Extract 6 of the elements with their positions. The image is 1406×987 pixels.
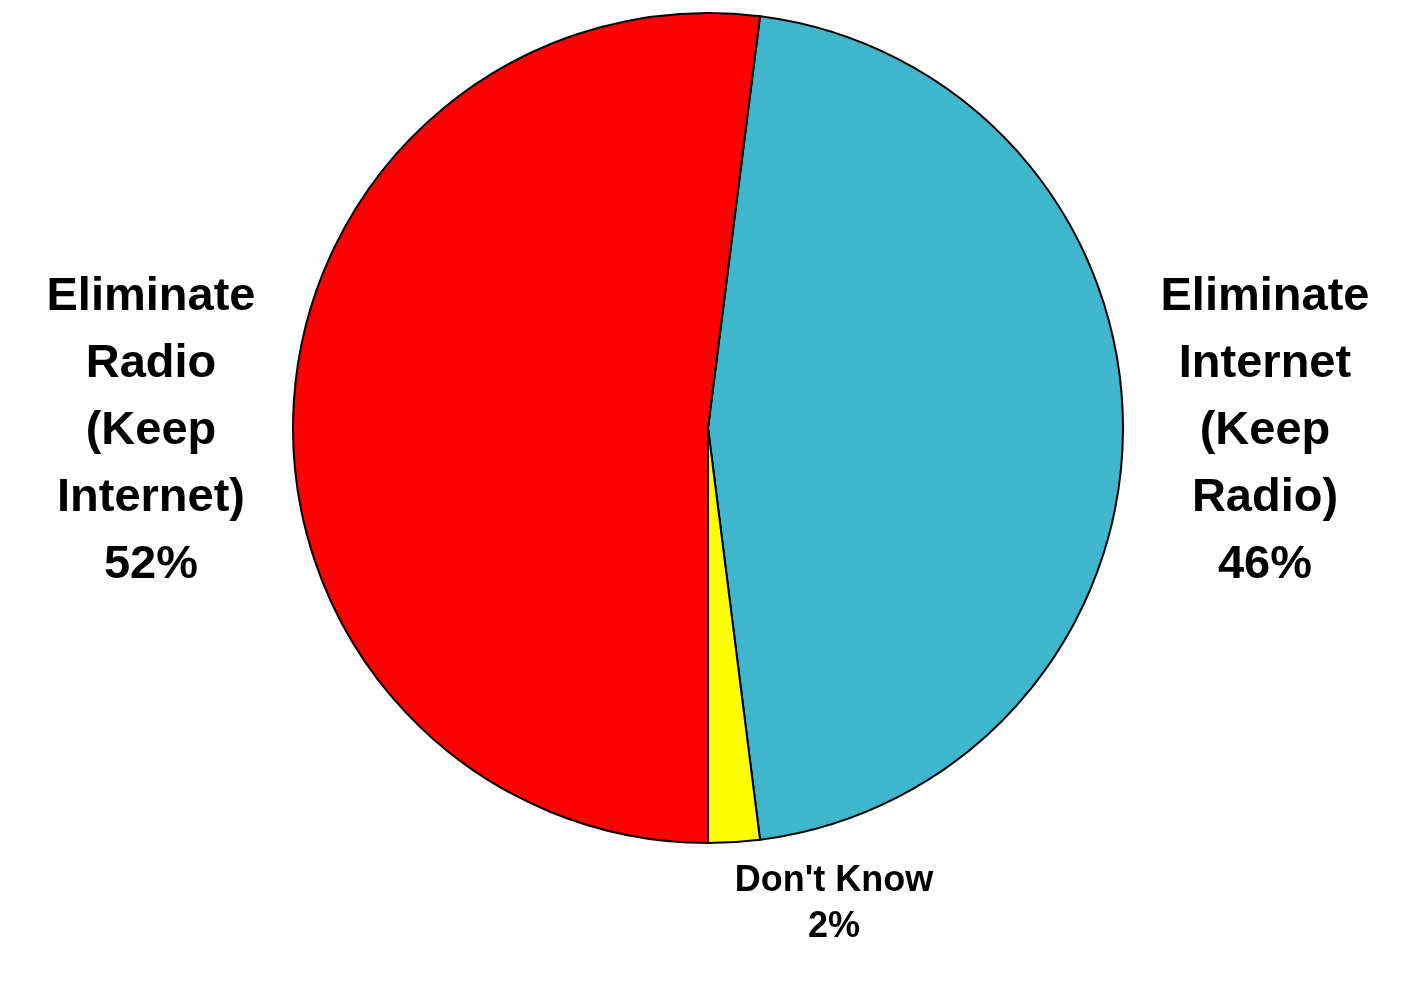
- data-label: 46%: [1217, 535, 1313, 588]
- slice-label: Eliminate Internet (Keep Radio): [1160, 267, 1370, 521]
- data-label: 52%: [103, 535, 199, 588]
- slice-label: Don't Know: [734, 858, 935, 899]
- slice-label: Eliminate Radio (Keep Internet): [46, 267, 256, 521]
- data-label: 2%: [808, 904, 861, 945]
